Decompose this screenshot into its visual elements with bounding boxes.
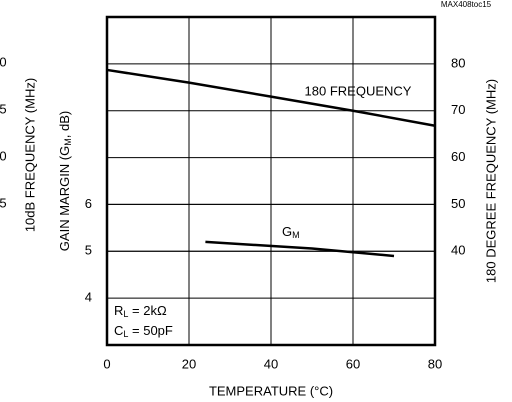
figure-code: MAX408toc15 bbox=[441, 0, 492, 9]
y-tick-label: 5 bbox=[85, 243, 92, 258]
y2-tick-label: 70 bbox=[451, 102, 465, 117]
note-sub: L bbox=[123, 329, 128, 339]
series-label-sub: M bbox=[292, 230, 300, 240]
x-tick-label: 60 bbox=[346, 356, 360, 371]
x-axis-label: TEMPERATURE (°C) bbox=[209, 383, 333, 398]
x-tick-label: 40 bbox=[264, 356, 278, 371]
y2-tick-label: 80 bbox=[451, 55, 465, 70]
cut-axis-tick-label: 0 bbox=[0, 148, 7, 163]
series-line bbox=[205, 240, 395, 258]
note-sub: L bbox=[123, 309, 128, 319]
note-text: R bbox=[114, 303, 123, 318]
note: CL = 50pF bbox=[114, 323, 173, 339]
note-text: C bbox=[114, 323, 123, 338]
series-label: 180 FREQUENCY bbox=[305, 83, 412, 98]
plot-frame bbox=[105, 15, 437, 347]
note-rest: = 50pF bbox=[128, 323, 173, 338]
y-label-sub: M bbox=[63, 138, 73, 146]
x-tick-label: 20 bbox=[182, 356, 196, 371]
series-label-text: G bbox=[282, 224, 292, 239]
notes-box bbox=[109, 300, 171, 343]
y-label-text: GAIN MARGIN (G bbox=[57, 146, 72, 251]
y-tick-label: 4 bbox=[85, 290, 92, 305]
y2-axis-label: 180 DEGREE FREQUENCY (MHz) bbox=[483, 79, 498, 283]
series-label: GM bbox=[282, 224, 300, 240]
cut-axis-tick-label: 5 bbox=[0, 195, 7, 210]
series-line bbox=[106, 68, 436, 127]
y2-tick-label: 60 bbox=[451, 149, 465, 164]
note: RL = 2kΩ bbox=[114, 303, 167, 319]
y-axis-label: GAIN MARGIN (GM, dB) bbox=[57, 111, 73, 251]
x-tick-label: 80 bbox=[428, 356, 442, 371]
cut-axis-tick-label: 5 bbox=[0, 101, 7, 116]
y2-tick-label: 40 bbox=[451, 243, 465, 258]
y2-tick-label: 50 bbox=[451, 196, 465, 211]
y-tick-label: 6 bbox=[85, 196, 92, 211]
cut-axis-label: 10dB FREQUENCY (MHz) bbox=[22, 78, 37, 232]
y-label-rest: , dB) bbox=[57, 111, 72, 138]
note-rest: = 2kΩ bbox=[128, 303, 167, 318]
x-tick-label: 0 bbox=[103, 356, 110, 371]
cut-axis-tick-label: 0 bbox=[0, 54, 7, 69]
